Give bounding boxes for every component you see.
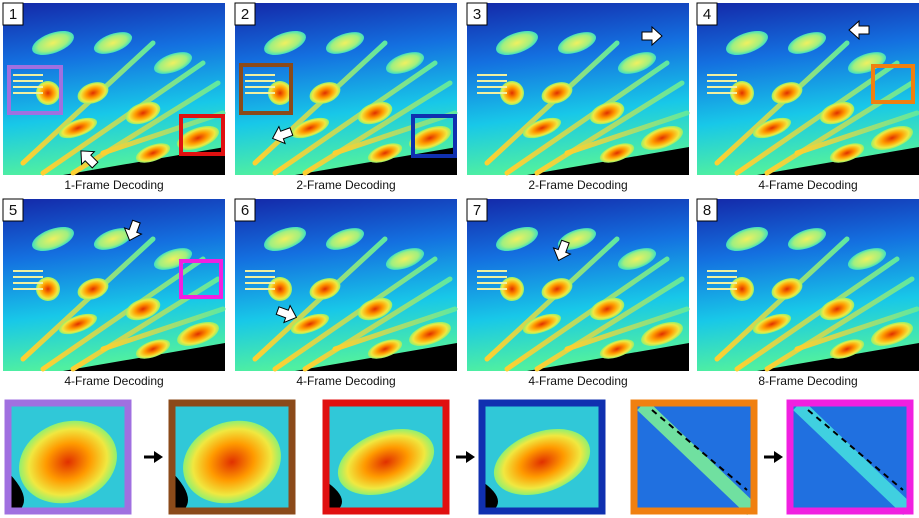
zoom-inset bbox=[170, 401, 294, 517]
zoom-inset bbox=[480, 401, 604, 513]
panel-caption: 4-Frame Decoding bbox=[528, 374, 627, 388]
panel-number: 7 bbox=[473, 202, 481, 219]
depth-image bbox=[697, 3, 919, 175]
panel-caption: 8-Frame Decoding bbox=[758, 374, 857, 388]
panel-caption: 1-Frame Decoding bbox=[64, 178, 163, 192]
panel-caption: 2-Frame Decoding bbox=[528, 178, 627, 192]
panel-number: 4 bbox=[703, 6, 711, 23]
panel-number: 1 bbox=[9, 6, 17, 23]
depth-image bbox=[3, 3, 225, 175]
transition-arrowhead bbox=[774, 451, 783, 463]
zoom-inset bbox=[6, 401, 130, 517]
zoom-inset bbox=[632, 401, 756, 513]
depth-image bbox=[467, 3, 689, 175]
panel-number: 5 bbox=[9, 202, 17, 219]
zoom-inset bbox=[324, 401, 448, 513]
panel-caption: 4-Frame Decoding bbox=[296, 374, 395, 388]
figure: 1 1-Frame Decoding 2 2-Frame Decoding 3 2-Fra… bbox=[0, 0, 919, 518]
depth-image bbox=[697, 199, 919, 371]
depth-image bbox=[3, 199, 225, 371]
panel-number: 2 bbox=[241, 6, 249, 23]
panel-number: 6 bbox=[241, 202, 249, 219]
panel-caption: 4-Frame Decoding bbox=[758, 178, 857, 192]
transition-arrowhead bbox=[154, 451, 163, 463]
depth-image bbox=[235, 3, 457, 175]
panel-number: 3 bbox=[473, 6, 481, 23]
depth-image bbox=[467, 199, 689, 371]
panel-caption: 2-Frame Decoding bbox=[296, 178, 395, 192]
depth-image bbox=[235, 199, 457, 371]
transition-arrowhead bbox=[466, 451, 475, 463]
panel-caption: 4-Frame Decoding bbox=[64, 374, 163, 388]
zoom-inset bbox=[788, 401, 912, 513]
panel-number: 8 bbox=[703, 202, 711, 219]
